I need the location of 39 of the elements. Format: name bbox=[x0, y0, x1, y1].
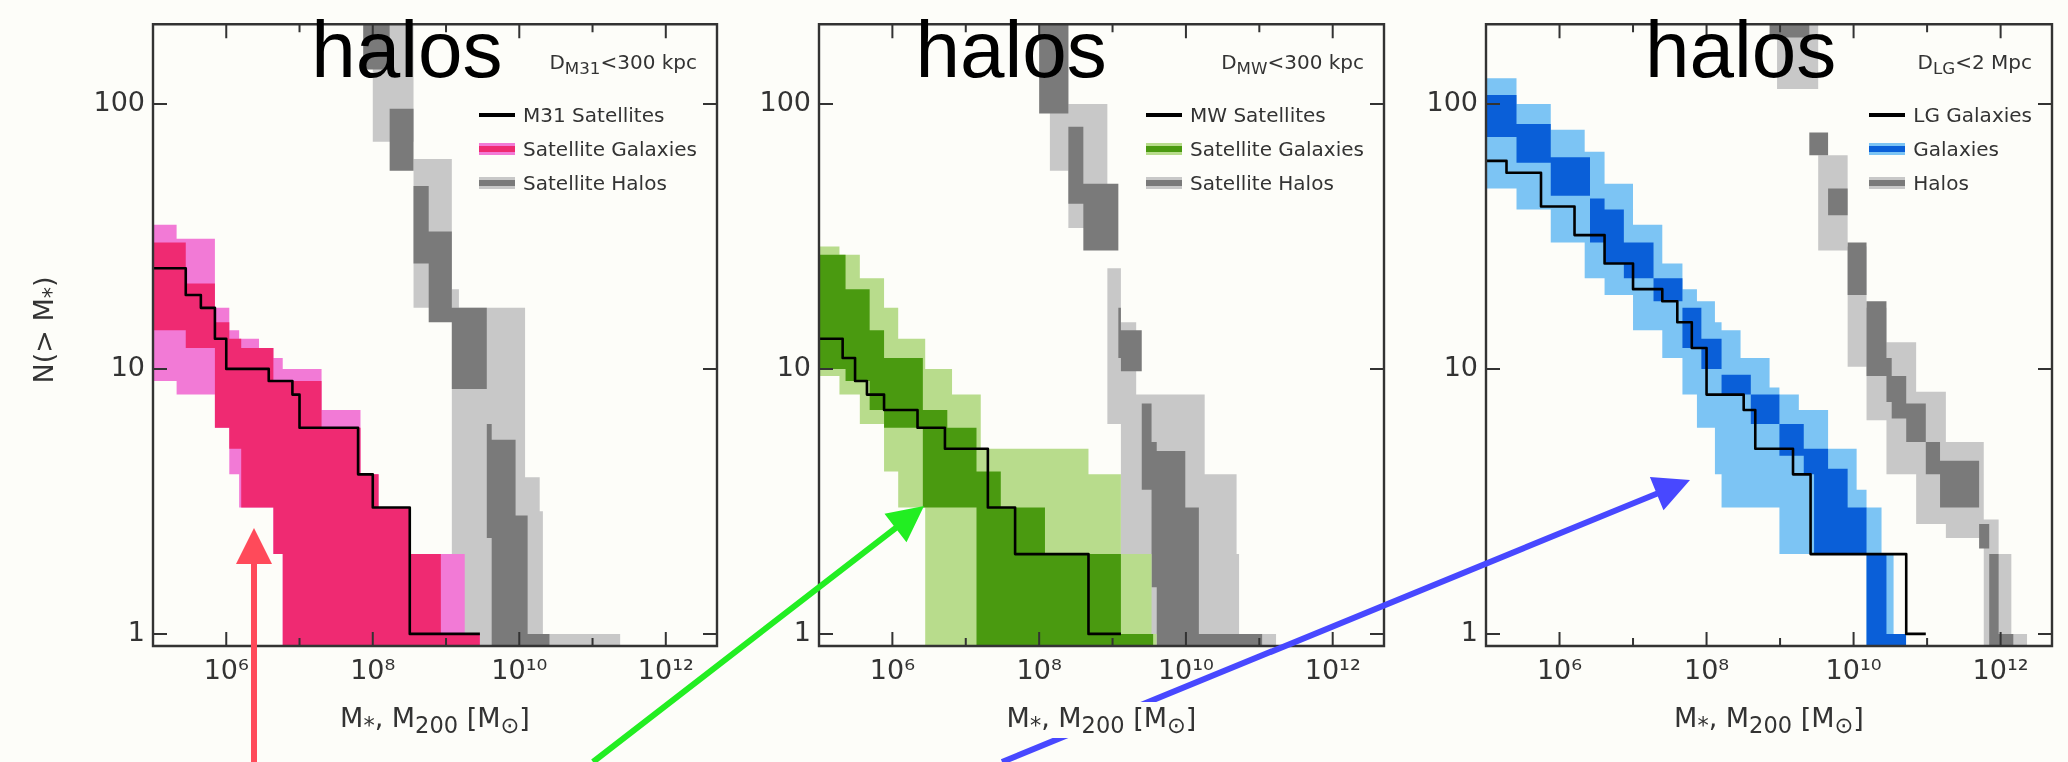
x-tick-label: 10¹⁰ bbox=[1157, 654, 1214, 686]
y-tick-label: 1 bbox=[793, 615, 811, 647]
annotation: halos bbox=[915, 5, 1107, 94]
legend-label: Satellite Galaxies bbox=[1190, 136, 1364, 163]
x-axis-title: M$_{*}$, M$_{200}$ [M$_{⊙}$] bbox=[340, 702, 530, 739]
y-tick-label: 10 bbox=[776, 350, 811, 382]
x-tick-label: 10¹² bbox=[637, 654, 694, 686]
y-tick-label: 10 bbox=[110, 350, 145, 382]
legend-title: D$_{M31}$<300 kpc bbox=[549, 50, 697, 78]
annotation: halos bbox=[1645, 5, 1837, 94]
x-tick-label: 10⁸ bbox=[350, 654, 396, 686]
y-tick-label: 1 bbox=[1460, 615, 1478, 647]
x-tick-label: 10¹⁰ bbox=[1825, 654, 1882, 686]
x-tick-label: 10¹² bbox=[1304, 654, 1361, 686]
x-tick-label: 10⁸ bbox=[1016, 654, 1062, 686]
legend-title: D$_{MW}$<300 kpc bbox=[1220, 49, 1364, 80]
y-tick-label: 100 bbox=[759, 85, 811, 117]
legend-label: MW Satellites bbox=[1190, 102, 1326, 129]
y-tick-label: 100 bbox=[1426, 85, 1478, 117]
legend-label: Halos bbox=[1913, 170, 1969, 197]
x-tick-label: 10⁶ bbox=[1536, 654, 1583, 686]
y-tick-label: 1 bbox=[127, 615, 145, 647]
x-tick-label: 10¹⁰ bbox=[491, 654, 548, 686]
x-axis-title: M$_{*}$, M$_{200}$ [M$_{⊙}$] bbox=[1674, 702, 1864, 739]
legend-label: M31 Satellites bbox=[523, 102, 665, 129]
legend-label: Satellite Halos bbox=[523, 170, 667, 197]
x-tick-label: 10⁶ bbox=[203, 654, 249, 686]
y-tick-label: 100 bbox=[93, 85, 145, 117]
legend-label: Satellite Halos bbox=[1190, 170, 1334, 197]
x-tick-label: 10⁸ bbox=[1683, 654, 1730, 686]
annotation: halos bbox=[311, 5, 503, 94]
x-tick-label: 10¹² bbox=[1972, 654, 2029, 686]
legend-label: Satellite Galaxies bbox=[523, 136, 697, 163]
x-axis-title: M$_{*}$, M$_{200}$ [M$_{⊙}$] bbox=[1006, 702, 1197, 739]
y-tick-label: 10 bbox=[1443, 350, 1478, 382]
x-tick-label: 10⁶ bbox=[869, 654, 915, 686]
legend-label: LG Galaxies bbox=[1913, 102, 2032, 129]
legend-label: Galaxies bbox=[1913, 136, 1999, 163]
legend-title: D$_{LG}$<2 Mpc bbox=[1916, 49, 2032, 80]
